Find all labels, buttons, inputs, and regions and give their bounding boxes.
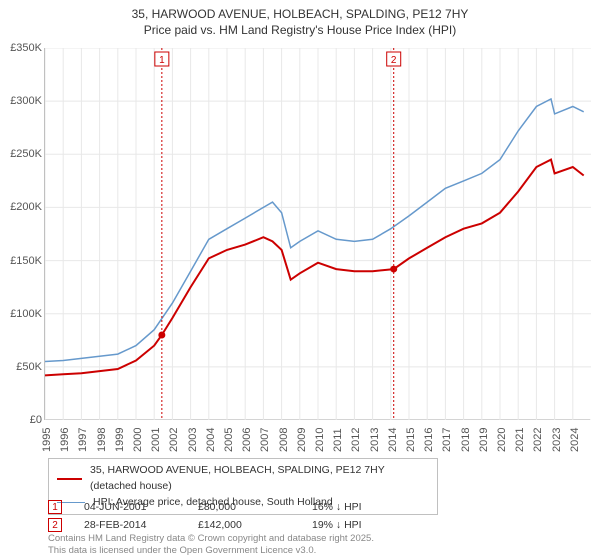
x-axis-tick: 2022 — [532, 428, 544, 452]
event-list: 1 04-JUN-2001 £80,000 16% ↓ HPI 2 28-FEB… — [48, 500, 404, 536]
svg-text:1: 1 — [159, 55, 165, 66]
legend-item: 35, HARWOOD AVENUE, HOLBEACH, SPALDING, … — [57, 463, 429, 495]
footer-attribution: Contains HM Land Registry data © Crown c… — [48, 533, 374, 557]
chart-plot-area: 12 — [44, 48, 590, 420]
footer-line-2: This data is licensed under the Open Gov… — [48, 545, 374, 557]
x-axis-tick: 1998 — [96, 428, 108, 452]
event-marker-icon: 2 — [48, 518, 62, 532]
x-axis-tick: 2018 — [460, 428, 472, 452]
y-axis-tick: £0 — [2, 414, 42, 426]
x-axis-tick: 2024 — [569, 428, 581, 452]
event-row: 1 04-JUN-2001 £80,000 16% ↓ HPI — [48, 500, 404, 514]
legend-swatch-1 — [57, 478, 82, 480]
event-diff: 19% ↓ HPI — [312, 519, 404, 531]
event-row: 2 28-FEB-2014 £142,000 19% ↓ HPI — [48, 518, 404, 532]
x-axis-tick: 2003 — [187, 428, 199, 452]
x-axis-tick: 2017 — [441, 428, 453, 452]
x-axis-tick: 1999 — [114, 428, 126, 452]
x-axis-tick: 2010 — [314, 428, 326, 452]
x-axis-tick: 2013 — [369, 428, 381, 452]
x-axis-tick: 2020 — [496, 428, 508, 452]
y-axis-tick: £200K — [2, 201, 42, 213]
x-axis-tick: 2009 — [296, 428, 308, 452]
chart-title: 35, HARWOOD AVENUE, HOLBEACH, SPALDING, … — [0, 0, 600, 42]
x-axis-tick: 2008 — [278, 428, 290, 452]
x-axis-tick: 2011 — [332, 428, 344, 452]
x-axis-tick: 2006 — [241, 428, 253, 452]
y-axis-tick: £50K — [2, 361, 42, 373]
x-axis-tick: 2005 — [223, 428, 235, 452]
x-axis-tick: 2001 — [150, 428, 162, 452]
x-axis-tick: 1997 — [77, 428, 89, 452]
x-axis-tick: 2007 — [259, 428, 271, 452]
title-line-2: Price paid vs. HM Land Registry's House … — [0, 22, 600, 38]
x-axis-tick: 2000 — [132, 428, 144, 452]
chart-svg: 12 — [45, 48, 591, 420]
y-axis-tick: £150K — [2, 255, 42, 267]
x-axis-tick: 2002 — [168, 428, 180, 452]
x-axis-tick: 2023 — [551, 428, 563, 452]
legend-label: 35, HARWOOD AVENUE, HOLBEACH, SPALDING, … — [90, 463, 429, 495]
x-axis-tick: 2019 — [478, 428, 490, 452]
x-axis-tick: 2004 — [205, 428, 217, 452]
x-axis-tick: 1996 — [59, 428, 71, 452]
x-axis-tick: 2014 — [387, 428, 399, 452]
event-date: 28-FEB-2014 — [84, 519, 176, 531]
event-price: £142,000 — [198, 519, 290, 531]
y-axis-tick: £350K — [2, 42, 42, 54]
y-axis-tick: £300K — [2, 95, 42, 107]
x-axis-tick: 1995 — [41, 428, 53, 452]
x-axis-tick: 2012 — [350, 428, 362, 452]
y-axis-tick: £100K — [2, 308, 42, 320]
x-axis-tick: 2015 — [405, 428, 417, 452]
event-date: 04-JUN-2001 — [84, 501, 176, 513]
title-line-1: 35, HARWOOD AVENUE, HOLBEACH, SPALDING, … — [0, 6, 600, 22]
svg-text:2: 2 — [391, 55, 397, 66]
event-price: £80,000 — [198, 501, 290, 513]
y-axis-tick: £250K — [2, 148, 42, 160]
event-marker-icon: 1 — [48, 500, 62, 514]
footer-line-1: Contains HM Land Registry data © Crown c… — [48, 533, 374, 545]
x-axis-tick: 2021 — [514, 428, 526, 452]
x-axis-tick: 2016 — [423, 428, 435, 452]
event-diff: 16% ↓ HPI — [312, 501, 404, 513]
